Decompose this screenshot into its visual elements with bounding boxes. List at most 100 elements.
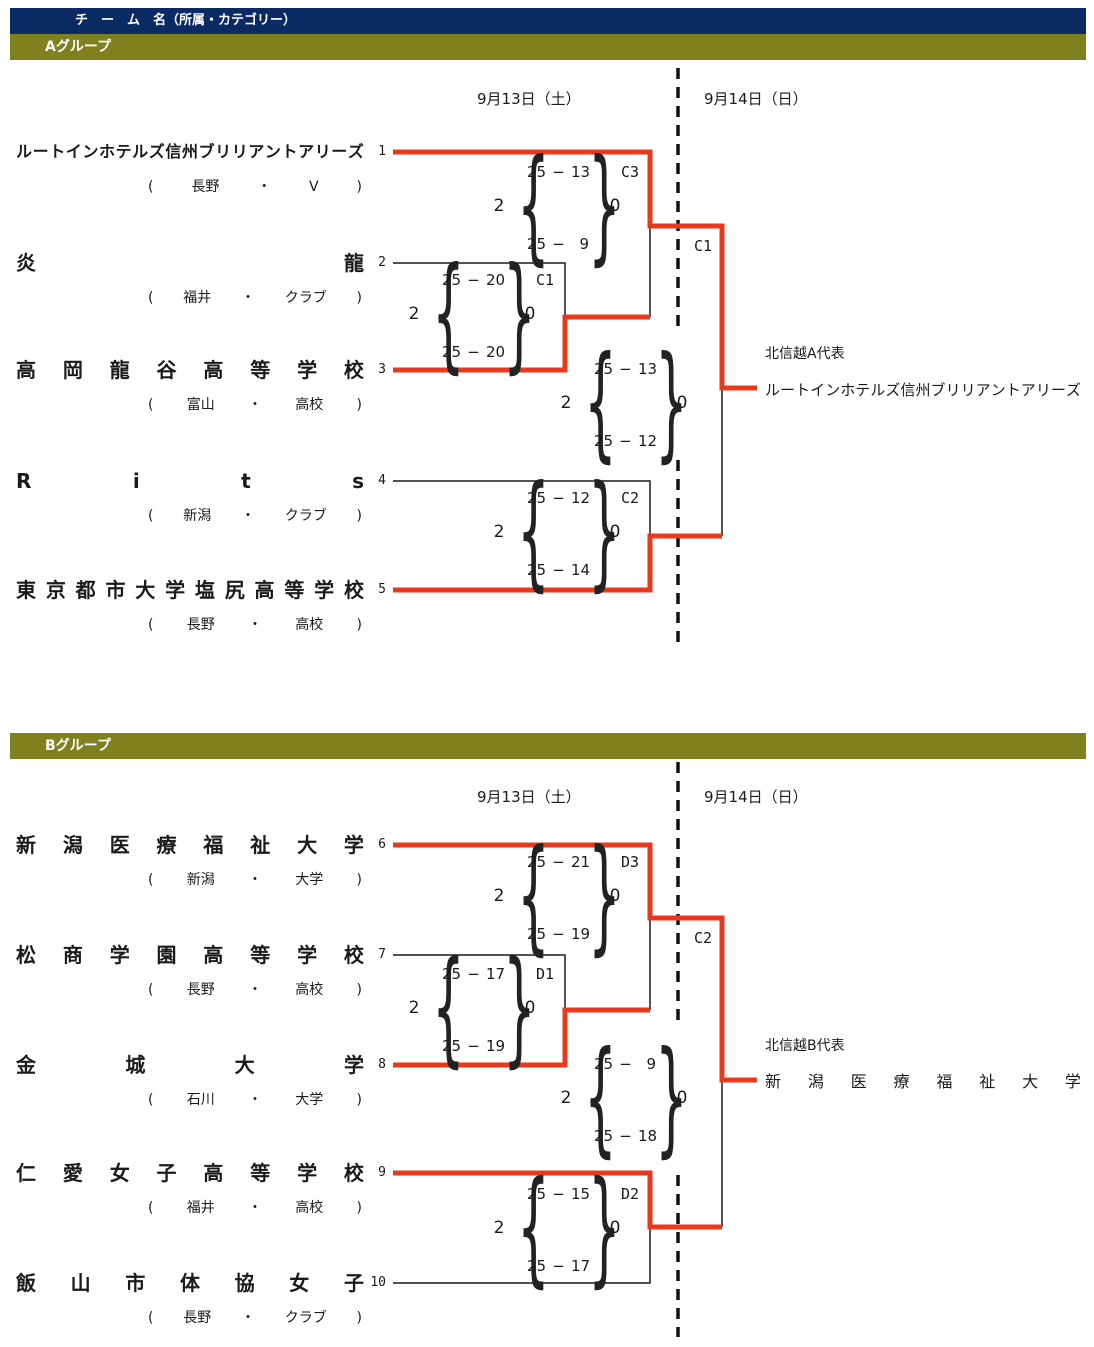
paren-close: ): [356, 617, 362, 633]
dot-separator: ・: [248, 617, 262, 633]
match-score-loser: 0: [609, 886, 621, 906]
minus: −: [552, 1257, 565, 1275]
team-affiliation: ( 新潟 ・ 大学 ): [148, 870, 362, 890]
paren-close: ): [356, 1310, 362, 1326]
team-affiliation: ( 新潟 ・ クラブ ): [148, 506, 362, 526]
set-score: 25−19: [527, 925, 591, 943]
set-score: 25−19: [442, 1037, 506, 1055]
set-score: 25−15: [527, 1185, 591, 1203]
category: クラブ: [284, 508, 327, 524]
date-day2-a: 9月14日（日）: [704, 90, 808, 108]
brace-right: }: [588, 132, 621, 278]
team-name: 新潟医療福祉大学: [16, 833, 364, 857]
team-seed: 8: [378, 1057, 386, 1072]
brace-right: }: [503, 240, 536, 386]
header-bar: チ ー ム 名（所属・カテゴリー）: [10, 8, 1086, 34]
group-a-bar: Aグループ: [10, 34, 1086, 60]
paren-open: (: [148, 1092, 154, 1108]
minus: −: [467, 1037, 480, 1055]
team-seed: 5: [378, 582, 386, 597]
team-seed: 4: [378, 473, 386, 488]
match-a-c3: 2 { 25−13 25−9 } 0 C3: [493, 132, 653, 278]
paren-close: ): [356, 179, 362, 195]
brace-right: }: [588, 822, 621, 968]
match-b-final: 2 { 25−9 25−18 } 0: [560, 1024, 720, 1170]
group-b-bar: Bグループ: [10, 733, 1086, 759]
brace-right: }: [588, 1154, 621, 1300]
minus: −: [467, 343, 480, 361]
prefecture: 福井: [186, 1200, 215, 1216]
set-score: 25−13: [594, 360, 658, 378]
team-name: 金城大学: [16, 1053, 364, 1077]
prefecture: 長野: [186, 617, 215, 633]
team-seed: 7: [378, 947, 386, 962]
match-score-loser: 0: [524, 304, 536, 324]
match-score-loser: 0: [676, 393, 688, 413]
minus: −: [552, 489, 565, 507]
minus: −: [552, 853, 565, 871]
prefecture: 福井: [183, 290, 212, 306]
set-score: 25−9: [527, 235, 589, 253]
dot-separator: ・: [248, 397, 262, 413]
match-label: C1: [536, 271, 555, 289]
team-seed: 3: [378, 362, 386, 377]
set-score: 25−14: [527, 561, 591, 579]
team-name: 東京都市大学塩尻高等学校: [16, 578, 364, 602]
match-score-winner: 2: [560, 1088, 572, 1108]
match-a-final: 2 { 25−13 25−12 } 0: [560, 340, 720, 464]
minus: −: [552, 1185, 565, 1203]
category: V: [309, 179, 319, 195]
set-score: 25−18: [594, 1127, 658, 1145]
paren-close: ): [356, 872, 362, 888]
paren-open: (: [148, 872, 154, 888]
paren-close: ): [356, 508, 362, 524]
dot-separator: ・: [248, 1092, 262, 1108]
paren-open: (: [148, 1200, 154, 1216]
team-name: 高岡龍谷高等学校: [16, 358, 364, 382]
match-score-loser: 0: [676, 1088, 688, 1108]
team-affiliation: ( 福井 ・ 高校 ): [148, 1198, 362, 1218]
set-score: 25−20: [442, 271, 506, 289]
set-score: 25−12: [594, 432, 658, 450]
team-affiliation: ( 長野 ・ 高校 ): [148, 980, 362, 1000]
match-score-loser: 0: [609, 196, 621, 216]
date-day2-b: 9月14日（日）: [704, 788, 808, 806]
brace-right: }: [655, 1024, 688, 1170]
set-score: 25−9: [594, 1055, 656, 1073]
team-seed: 1: [378, 144, 386, 159]
dot-separator: ・: [241, 508, 255, 524]
paren-open: (: [148, 290, 154, 306]
team-affiliation: ( 富山 ・ 高校 ): [148, 395, 362, 415]
set-score: 25−17: [527, 1257, 591, 1275]
representative-title-a: 北信越A代表: [765, 346, 845, 362]
set-score: 25−17: [442, 965, 506, 983]
set-score: 25−20: [442, 343, 506, 361]
team-affiliation: ( 長野 ・ 高校 ): [148, 615, 362, 635]
team-name: 炎龍: [16, 251, 364, 275]
dot-separator: ・: [248, 982, 262, 998]
paren-close: ): [356, 397, 362, 413]
minus: −: [619, 432, 632, 450]
paren-open: (: [148, 397, 154, 413]
match-score-loser: 0: [609, 522, 621, 542]
paren-open: (: [148, 1310, 154, 1326]
dot-separator: ・: [257, 179, 272, 195]
match-score-winner: 2: [560, 393, 572, 413]
prefecture: 長野: [186, 982, 215, 998]
prefecture: 石川: [186, 1092, 215, 1108]
paren-open: (: [148, 617, 154, 633]
prefecture: 新潟: [186, 872, 215, 888]
prefecture: 新潟: [183, 508, 212, 524]
dot-separator: ・: [248, 872, 262, 888]
date-day1-a: 9月13日（土）: [477, 90, 581, 108]
final-court-label-a: C1: [694, 237, 713, 255]
match-a-c1: 2 { 25−20 25−20 } 0 C1: [408, 240, 568, 386]
paren-open: (: [148, 982, 154, 998]
minus: −: [552, 163, 565, 181]
team-affiliation: ( 福井 ・ クラブ ): [148, 288, 362, 308]
paren-close: ): [356, 1200, 362, 1216]
paren-close: ): [356, 982, 362, 998]
match-score-winner: 2: [493, 522, 505, 542]
